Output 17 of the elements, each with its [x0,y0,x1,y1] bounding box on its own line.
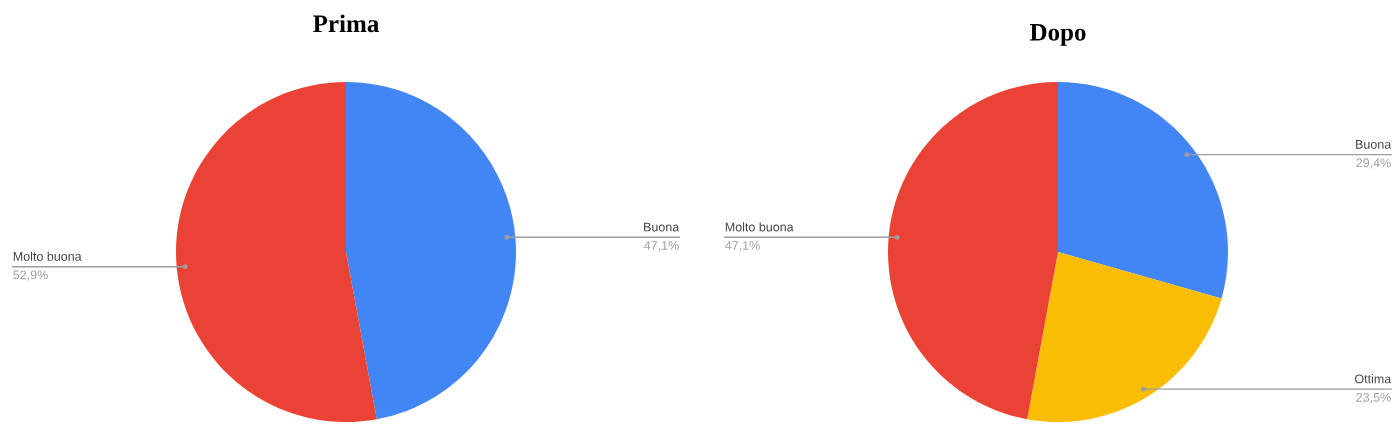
slice-label: Ottima [1354,374,1392,384]
pie-slice [1058,82,1228,299]
data-label: 47,1% [725,241,760,252]
slice-label: Buona [644,222,680,232]
pie-slice [176,82,377,422]
slice-label: Molto buona [725,222,794,232]
data-label: 23,5% [1356,392,1391,404]
pie-slice [346,82,516,420]
data-label: 29,4% [1356,158,1391,169]
data-label: 52,9% [13,270,48,281]
pie-slice [888,82,1058,420]
slice-label: Buona [1356,140,1392,149]
pie-slice [1027,252,1222,422]
slice-label: Molto buona [13,251,82,261]
chart-title: Dopo [1029,24,1086,46]
data-label: 47,1% [644,241,679,252]
chart-title: Prima [313,14,379,33]
